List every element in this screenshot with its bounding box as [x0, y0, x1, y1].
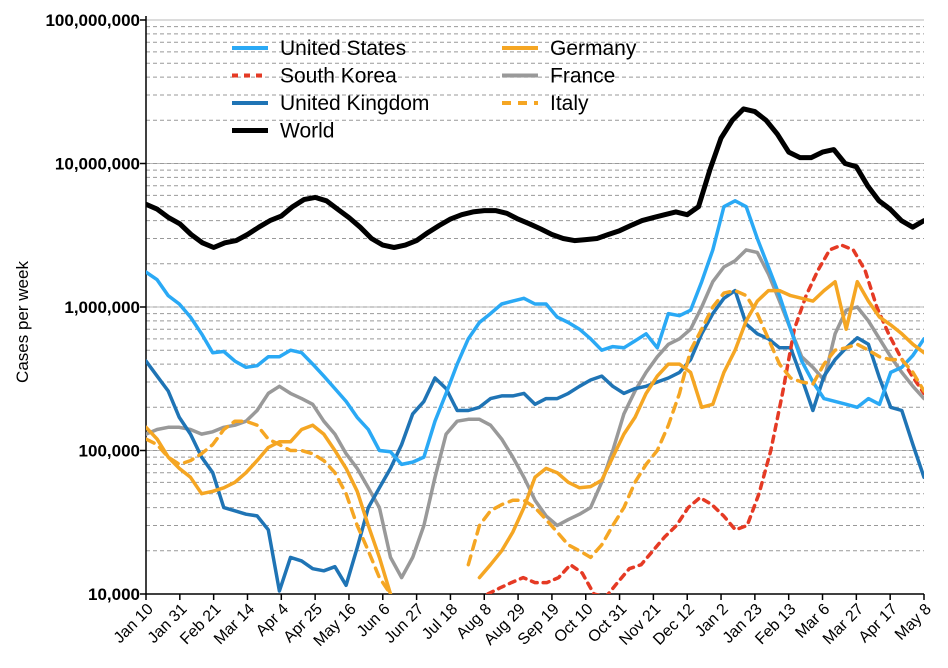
series-line-united-states: [146, 199, 924, 467]
x-tick-label: May 8: [892, 601, 935, 644]
legend-label: World: [280, 120, 334, 143]
legend-label: France: [550, 65, 615, 88]
y-tick-label: 1,000,000: [64, 298, 140, 317]
legend: United States South Korea United Kingdom Wo…: [232, 37, 637, 143]
y-axis-label: Cases per week: [13, 261, 32, 383]
legend-label: Italy: [550, 92, 589, 115]
series-line-world: [146, 106, 924, 250]
y-tick-label: 10,000,000: [55, 155, 140, 174]
y-tick-label: 100,000,000: [45, 11, 140, 30]
legend-label: United States: [280, 37, 406, 60]
legend-label: Germany: [550, 37, 637, 60]
series-line-italy: [146, 288, 924, 594]
gridlines: [146, 19, 924, 552]
y-tick-label: 100,000: [79, 442, 140, 461]
y-axis: 10,000 100,000 1,000,000 10,000,000 100,000,…: [45, 11, 147, 604]
x-tick-label: Jul 18: [419, 601, 461, 643]
legend-label: United Kingdom: [280, 92, 429, 115]
series-line-south-korea: [486, 243, 924, 594]
series-line-united-kingdom: [146, 288, 924, 593]
series-line-germany: [146, 279, 924, 594]
series-lines: [146, 106, 924, 594]
y-tick-label: 10,000: [88, 585, 140, 604]
x-tick-label: Apr 17: [856, 601, 901, 646]
legend-label: South Korea: [280, 65, 397, 88]
